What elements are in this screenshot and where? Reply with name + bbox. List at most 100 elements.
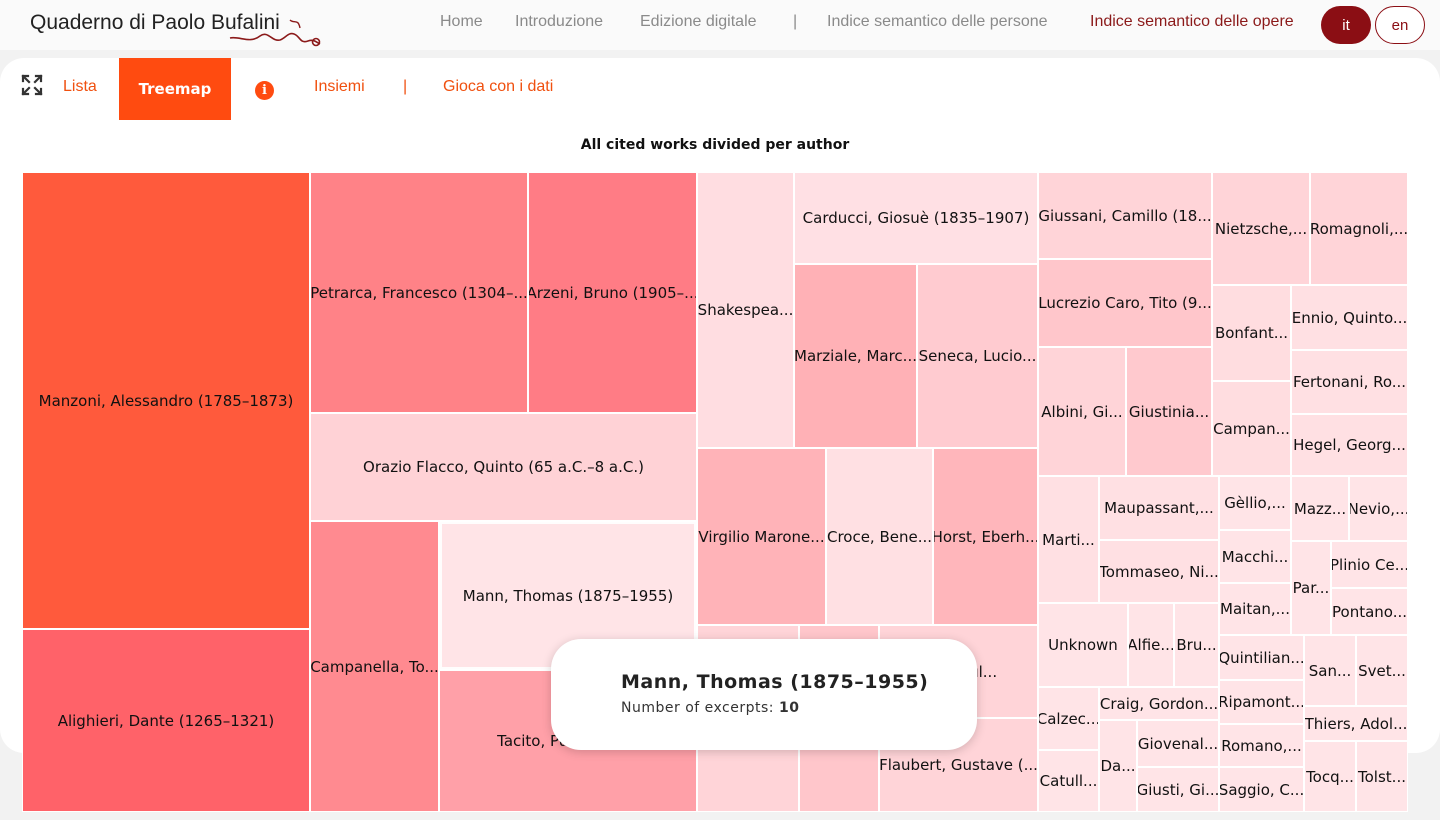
tab-lista[interactable]: Lista	[63, 78, 97, 95]
treemap-cell-label: Par...	[1292, 579, 1330, 597]
treemap-cell-label: Quintilian...	[1219, 648, 1304, 667]
treemap-cell-label: Croce, Bene...	[826, 527, 933, 546]
treemap-cell-craig-gordon[interactable]: Craig, Gordon...	[1099, 687, 1219, 720]
treemap-cell-tolst[interactable]: Tolst...	[1356, 741, 1408, 812]
treemap-cell-label: Maupassant,...	[1104, 499, 1214, 517]
treemap-cell-hegel-georg[interactable]: Hegel, Georg...	[1291, 414, 1408, 476]
treemap-cell-macchi[interactable]: Macchi...	[1219, 530, 1291, 583]
treemap-cell-par[interactable]: Par...	[1291, 541, 1331, 635]
treemap-cell-san[interactable]: San...	[1304, 635, 1356, 706]
treemap-cell-arzeni-bruno-1905[interactable]: Arzeni, Bruno (1905–...	[528, 172, 697, 413]
treemap-cell-maitan[interactable]: Maitan,...	[1219, 583, 1291, 635]
treemap-cell-g-llio[interactable]: Gèllio,...	[1219, 476, 1291, 530]
nav-edizione-digitale[interactable]: Edizione digitale	[640, 13, 757, 30]
info-icon[interactable]: i	[255, 81, 274, 100]
treemap-cell-label: Plinio Ce...	[1331, 555, 1408, 574]
treemap-cell-label: Alfie...	[1128, 636, 1174, 654]
treemap-cell-giustinia[interactable]: Giustinia...	[1126, 347, 1212, 476]
treemap-cell-bonfant[interactable]: Bonfant...	[1212, 285, 1291, 381]
language-en-button[interactable]: en	[1375, 6, 1425, 44]
treemap-cell-seneca-lucio[interactable]: Seneca, Lucio...	[917, 264, 1038, 448]
treemap-cell-giovenal[interactable]: Giovenal...	[1137, 720, 1219, 767]
treemap-cell-lucrezio-caro-tito-9[interactable]: Lucrezio Caro, Tito (9...	[1038, 259, 1212, 347]
nav-separator: |	[793, 13, 798, 30]
treemap-cell-label: Bru...	[1176, 636, 1217, 654]
nav-introduzione[interactable]: Introduzione	[515, 13, 604, 30]
treemap-cell-label: Marti...	[1042, 530, 1095, 549]
treemap-cell-label: Romagnoli,...	[1310, 219, 1408, 238]
treemap-cell-label: Nevio,...	[1349, 499, 1408, 518]
treemap-cell-plinio-ce[interactable]: Plinio Ce...	[1331, 541, 1408, 588]
treemap-cell-fertonani-ro[interactable]: Fertonani, Ro...	[1291, 350, 1408, 414]
treemap-cell-ennio-quinto[interactable]: Ennio, Quinto...	[1291, 285, 1408, 350]
treemap-cell-tommaseo-ni[interactable]: Tommaseo, Ni...	[1099, 540, 1219, 603]
nav-indice-opere[interactable]: Indice semantico delle opere	[1090, 13, 1294, 30]
treemap-cell-label: Calzec...	[1038, 709, 1099, 728]
treemap-cell-label: Campanella, To...	[310, 657, 439, 676]
treemap-cell-shakespea[interactable]: Shakespea...	[697, 172, 794, 448]
tooltip-title: Mann, Thomas (1875–1955)	[621, 671, 929, 693]
tab-gioca-con-i-dati[interactable]: Gioca con i dati	[443, 78, 554, 95]
treemap-cell-label: Marziale, Marc...	[794, 347, 917, 365]
treemap-cell-manzoni-alessandro-1785-1873[interactable]: Manzoni, Alessandro (1785–1873)	[22, 172, 310, 629]
treemap-cell-orazio-flacco-quinto-65-a-c-8-a-c[interactable]: Orazio Flacco, Quinto (65 a.C.–8 a.C.)	[310, 413, 697, 521]
chart-title: All cited works divided per author	[580, 137, 850, 153]
treemap-cell-label: Saggio, C...	[1219, 780, 1304, 799]
treemap-cell-romano[interactable]: Romano,...	[1219, 724, 1304, 767]
treemap-cell-da[interactable]: Da...	[1099, 720, 1137, 812]
treemap-cell-campan[interactable]: Campan...	[1212, 381, 1291, 476]
treemap-cell-campanella-to[interactable]: Campanella, To...	[310, 521, 439, 812]
treemap-cell-label: Horst, Eberh...	[933, 527, 1038, 546]
treemap-cell-label: Virgilio Marone...	[698, 527, 825, 546]
treemap-cell-label: Ripamont...	[1219, 693, 1304, 711]
treemap-cell-maupassant[interactable]: Maupassant,...	[1099, 476, 1219, 540]
treemap-cell-horst-eberh[interactable]: Horst, Eberh...	[933, 448, 1038, 625]
treemap-cell-croce-bene[interactable]: Croce, Bene...	[826, 448, 933, 625]
tab-separator: |	[403, 78, 408, 95]
treemap-cell-alighieri-dante-1265-1321[interactable]: Alighieri, Dante (1265–1321)	[22, 629, 310, 812]
treemap-cell-tocq[interactable]: Tocq...	[1304, 741, 1356, 812]
treemap-cell-catull[interactable]: Catull...	[1038, 750, 1099, 812]
treemap-cell-nietzsche[interactable]: Nietzsche,...	[1212, 172, 1310, 285]
site-title[interactable]: Quaderno di Paolo Bufalini	[30, 11, 280, 34]
treemap-cell-thiers-adol[interactable]: Thiers, Adol...	[1304, 706, 1408, 741]
treemap-cell-label: Albini, Gi...	[1041, 402, 1123, 421]
treemap-cell-ripamont[interactable]: Ripamont...	[1219, 680, 1304, 724]
tooltip-count-label: Number of excerpts:	[621, 700, 774, 716]
tab-treemap[interactable]: Treemap	[119, 58, 231, 120]
treemap-cell-albini-gi[interactable]: Albini, Gi...	[1038, 347, 1126, 476]
treemap-cell-label: Tolst...	[1358, 767, 1406, 786]
treemap-cell-virgilio-marone[interactable]: Virgilio Marone...	[697, 448, 826, 625]
treemap-cell-marziale-marc[interactable]: Marziale, Marc...	[794, 264, 917, 448]
tab-insiemi[interactable]: Insiemi	[314, 78, 365, 95]
treemap-cell-unknown[interactable]: Unknown	[1038, 603, 1128, 687]
treemap-cell-calzec[interactable]: Calzec...	[1038, 687, 1099, 750]
treemap-cell-nevio[interactable]: Nevio,...	[1349, 476, 1408, 541]
treemap-cell-mazz[interactable]: Mazz...	[1291, 476, 1349, 541]
fullscreen-expand-icon[interactable]	[21, 74, 43, 96]
treemap-cell-label: Nietzsche,...	[1214, 219, 1308, 238]
treemap-cell-label: Lucrezio Caro, Tito (9...	[1038, 294, 1212, 312]
treemap-cell-pontano[interactable]: Pontano...	[1331, 588, 1408, 635]
treemap-cell-marti[interactable]: Marti...	[1038, 476, 1099, 603]
treemap-cell-giusti-gi[interactable]: Giusti, Gi...	[1137, 767, 1219, 812]
treemap-cell-label: Tocq...	[1306, 767, 1354, 786]
treemap-cell-label: Carducci, Giosuè (1835–1907)	[802, 209, 1030, 227]
treemap-cell-alfie[interactable]: Alfie...	[1128, 603, 1174, 687]
treemap-cell-quintilian[interactable]: Quintilian...	[1219, 635, 1304, 680]
treemap-cell-label: Bonfant...	[1214, 324, 1289, 342]
treemap-cell-svet[interactable]: Svet...	[1356, 635, 1408, 706]
treemap-cell-label: Mann, Thomas (1875–1955)	[462, 586, 674, 605]
treemap-cell-label: Hegel, Georg...	[1293, 436, 1406, 454]
treemap-cell-giussani-camillo-18[interactable]: Giussani, Camillo (18...	[1038, 172, 1212, 259]
treemap-cell-label: Tommaseo, Ni...	[1099, 562, 1219, 581]
nav-home[interactable]: Home	[440, 13, 483, 30]
treemap-cell-bru[interactable]: Bru...	[1174, 603, 1219, 687]
language-it-button[interactable]: it	[1321, 6, 1371, 44]
treemap-cell-romagnoli[interactable]: Romagnoli,...	[1310, 172, 1408, 285]
treemap-cell-carducci-giosu-1835-1907[interactable]: Carducci, Giosuè (1835–1907)	[794, 172, 1038, 264]
treemap-cell-saggio-c[interactable]: Saggio, C...	[1219, 767, 1304, 812]
tooltip-count-value: 10	[778, 700, 800, 716]
treemap-cell-petrarca-francesco-1304[interactable]: Petrarca, Francesco (1304–...	[310, 172, 528, 413]
nav-indice-persone[interactable]: Indice semantico delle persone	[827, 13, 1048, 30]
